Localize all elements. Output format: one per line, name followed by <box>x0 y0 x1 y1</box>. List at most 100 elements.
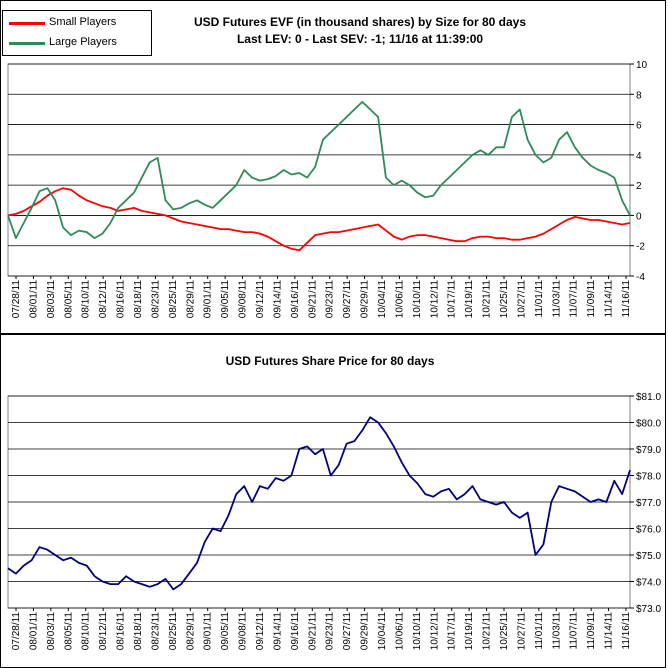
chart-0-ytick-label: 2 <box>636 181 642 192</box>
chart-0-xtick-label: 08/03/11 <box>46 280 57 319</box>
chart-0-xtick-label: 11/01/11 <box>534 280 545 318</box>
chart-0-xtick-label: 08/18/11 <box>133 280 144 319</box>
chart-0-xtick-label: 11/07/11 <box>569 280 580 318</box>
chart-0-xtick-label: 10/10/11 <box>412 280 423 319</box>
legend: Small Players Large Players <box>2 10 152 56</box>
chart-0-xtick-label: 07/28/11 <box>11 280 22 319</box>
chart-1-xtick-label: 08/18/11 <box>133 612 144 651</box>
chart-1-xtick-label: 10/17/11 <box>447 612 458 651</box>
chart-0-xtick-label: 09/08/11 <box>238 280 249 319</box>
chart-1-xtick-label: 08/25/11 <box>168 612 179 651</box>
chart-0-series-1-line <box>7 101 631 239</box>
chart-0-xtick-label: 10/19/11 <box>464 280 475 319</box>
chart-0-xtick-label: 11/03/11 <box>551 280 562 318</box>
chart-1-xtick-label: 10/19/11 <box>464 612 475 651</box>
chart-0-xtick-label: 10/12/11 <box>429 280 440 319</box>
chart-1-xtick-label: 08/23/11 <box>150 612 161 651</box>
chart-0-ytick-label: 4 <box>636 151 642 162</box>
price-chart-title: USD Futures Share Price for 80 days <box>225 354 435 368</box>
chart-1-xtick-label: 09/01/11 <box>203 612 214 651</box>
chart-1-xtick-label: 09/16/11 <box>290 612 301 651</box>
chart-1-xtick-label: 08/05/11 <box>63 612 74 651</box>
chart-0-xtick-label: 09/12/11 <box>255 280 266 319</box>
chart-1-xtick-label: 09/12/11 <box>255 612 266 651</box>
chart-0-xtick-label: 09/21/11 <box>307 280 318 319</box>
chart-0-xtick-label: 11/09/11 <box>586 280 597 318</box>
chart-1-xtick-label: 10/25/11 <box>499 612 510 651</box>
small-players-swatch <box>9 22 45 25</box>
chart-0-xtick-label: 09/01/11 <box>203 280 214 319</box>
evf-subtitle-line: Last LEV: 0 - Last SEV: -1; 11/16 at 11:… <box>236 32 484 46</box>
chart-1-xtick-label: 08/16/11 <box>116 612 127 651</box>
chart-0-xtick-label: 10/25/11 <box>499 280 510 319</box>
chart-0-xtick-label: 09/16/11 <box>290 280 301 319</box>
chart-1-xtick-label: 09/23/11 <box>325 612 336 651</box>
chart-0-xtick-label: 10/06/11 <box>394 280 405 319</box>
chart-0-xtick-label: 08/29/11 <box>185 280 196 319</box>
chart-1-xtick-label: 07/28/11 <box>11 612 22 651</box>
chart-0-xtick-label: 08/05/11 <box>63 280 74 319</box>
chart-1-xtick-label: 08/03/11 <box>46 612 57 651</box>
legend-entry-small: Small Players <box>3 14 151 32</box>
chart-1-ytick-label: $75.0 <box>636 551 661 562</box>
chart-1-xtick-label: 09/29/11 <box>360 612 371 651</box>
chart-1-xtick-label: 11/09/11 <box>586 612 597 650</box>
chart-0-xtick-label: 10/17/11 <box>447 280 458 319</box>
chart-1-xtick-label: 09/14/11 <box>272 612 283 651</box>
legend-label-large: Large Players <box>49 36 117 48</box>
chart-0-ytick-label: 0 <box>636 211 642 222</box>
chart-1-xtick-label: 11/07/11 <box>569 612 580 650</box>
chart-0-series-0-line <box>7 187 631 252</box>
chart-1-xtick-label: 10/10/11 <box>412 612 423 651</box>
chart-0-plot-area <box>7 63 631 277</box>
chart-1-xtick-label: 10/27/11 <box>516 612 527 651</box>
large-players-swatch <box>9 42 45 45</box>
chart-0-ytick-label: -2 <box>636 242 645 253</box>
chart-1-xtick-label: 11/14/11 <box>604 612 615 650</box>
chart-1-group: $81.0 $80.0 $79.0 $78.0 $77.0 $76.0 $75.0 $74.0… <box>7 392 661 651</box>
chart-1-series-0-line <box>7 416 631 591</box>
chart-1-xtick-label: 08/01/11 <box>28 612 39 651</box>
chart-1-xtick-label: 09/21/11 <box>307 612 318 651</box>
chart-1-xtick-label: 10/12/11 <box>429 612 440 651</box>
chart-0-xtick-label: 10/21/11 <box>482 280 493 319</box>
chart-0-xtick-label: 09/23/11 <box>325 280 336 319</box>
chart-0-xtick-label: 09/05/11 <box>220 280 231 319</box>
chart-1-xtick-label: 09/08/11 <box>238 612 249 651</box>
chart-1-xtick-label: 11/01/11 <box>534 612 545 650</box>
chart-0-xtick-label: 08/10/11 <box>81 280 92 319</box>
chart-1-ytick-label: $74.0 <box>636 578 661 589</box>
chart-1-xtick-label: 08/12/11 <box>98 612 109 651</box>
chart-1-ytick-label: $73.0 <box>636 604 661 615</box>
chart-1-ytick-label: $78.0 <box>636 472 661 483</box>
chart-1-xtick-label: 11/03/11 <box>551 612 562 650</box>
chart-1-xtick-label: 08/10/11 <box>81 612 92 651</box>
chart-0-xtick-label: 09/27/11 <box>342 280 353 319</box>
evf-chart-title: USD Futures EVF (in thousand shares) by … <box>160 14 560 48</box>
chart-1-ytick-label: $81.0 <box>636 392 661 403</box>
chart-1-xtick-label: 10/06/11 <box>394 612 405 651</box>
chart-1-ytick-label: $76.0 <box>636 525 661 536</box>
chart-0-xtick-label: 11/16/11 <box>621 280 632 318</box>
chart-1-xtick-label: 08/29/11 <box>185 612 196 651</box>
chart-1-ytick-label: $80.0 <box>636 419 661 430</box>
chart-0-xtick-label: 09/29/11 <box>360 280 371 319</box>
chart-0-xtick-label: 10/04/11 <box>377 280 388 319</box>
chart-0-ytick-label: 8 <box>636 90 642 101</box>
chart-0-xtick-label: 11/14/11 <box>604 280 615 318</box>
chart-0-ytick-label: 10 <box>636 60 648 71</box>
legend-label-small: Small Players <box>49 16 117 28</box>
chart-0-xtick-label: 08/16/11 <box>116 280 127 319</box>
chart-1-xtick-label: 11/16/11 <box>621 612 632 650</box>
chart-1-ytick-label: $77.0 <box>636 498 661 509</box>
chart-0-xtick-label: 08/25/11 <box>168 280 179 319</box>
chart-1-xtick-label: 09/27/11 <box>342 612 353 651</box>
chart-0-xtick-label: 08/12/11 <box>98 280 109 319</box>
chart-1-xtick-label: 10/21/11 <box>482 612 493 651</box>
chart-1-ytick-label: $79.0 <box>636 445 661 456</box>
legend-entry-large: Large Players <box>3 34 151 52</box>
chart-1-xtick-label: 09/05/11 <box>220 612 231 651</box>
chart-0-xtick-label: 08/01/11 <box>28 280 39 319</box>
